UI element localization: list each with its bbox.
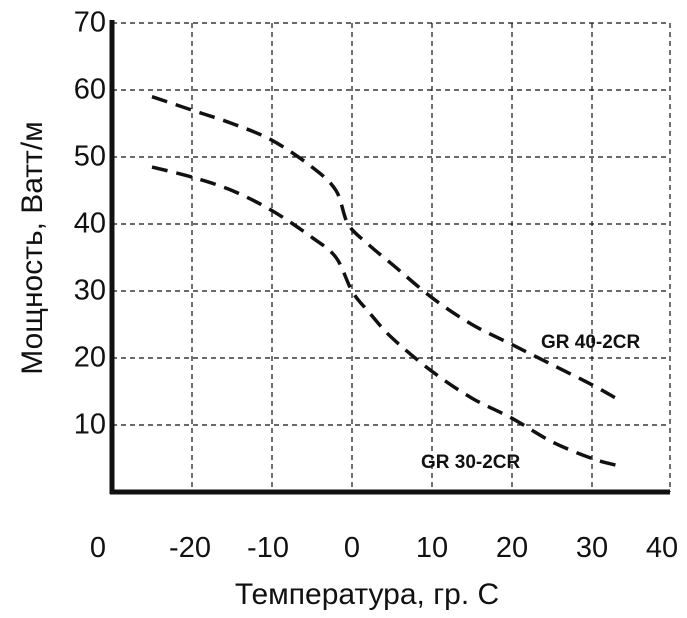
x-tick-label: 20: [496, 532, 528, 564]
x-tick-label: 10: [416, 532, 448, 564]
x-axis-title: Температура, гр. С: [235, 578, 499, 611]
y-tick-label: 60: [74, 74, 106, 106]
series-label-gr-30-2cr: GR 30-2CR: [421, 452, 521, 473]
y-tick-label: 70: [74, 7, 106, 39]
y-tick-label: 40: [74, 208, 106, 240]
axes: [109, 20, 670, 495]
x-tick-labels: 0 -20 -10 0 10 20 30 40: [90, 532, 678, 564]
y-axis-title: Мощность, Ватт/м: [16, 121, 49, 374]
x-tick-label: -10: [247, 532, 289, 564]
series-label-gr-40-2cr: GR 40-2CR: [541, 332, 641, 353]
x-tick-label: 30: [576, 532, 608, 564]
grid-layer: [112, 22, 671, 492]
x-tick-label: -20: [169, 532, 211, 564]
x-tick-label: 0: [344, 532, 360, 564]
series-layer: [151, 95, 617, 467]
x-tick-label: 0: [90, 532, 106, 564]
series-line-gr-40-2cr: [151, 95, 617, 400]
x-tick-label: 40: [646, 532, 678, 564]
y-tick-labels: 70 60 50 40 30 20 10: [74, 7, 106, 441]
y-tick-label: 30: [74, 275, 106, 307]
y-tick-label: 10: [74, 409, 106, 441]
series-line-gr-30-2cr: [151, 165, 617, 467]
y-tick-label: 20: [74, 342, 106, 374]
y-tick-label: 50: [74, 141, 106, 173]
